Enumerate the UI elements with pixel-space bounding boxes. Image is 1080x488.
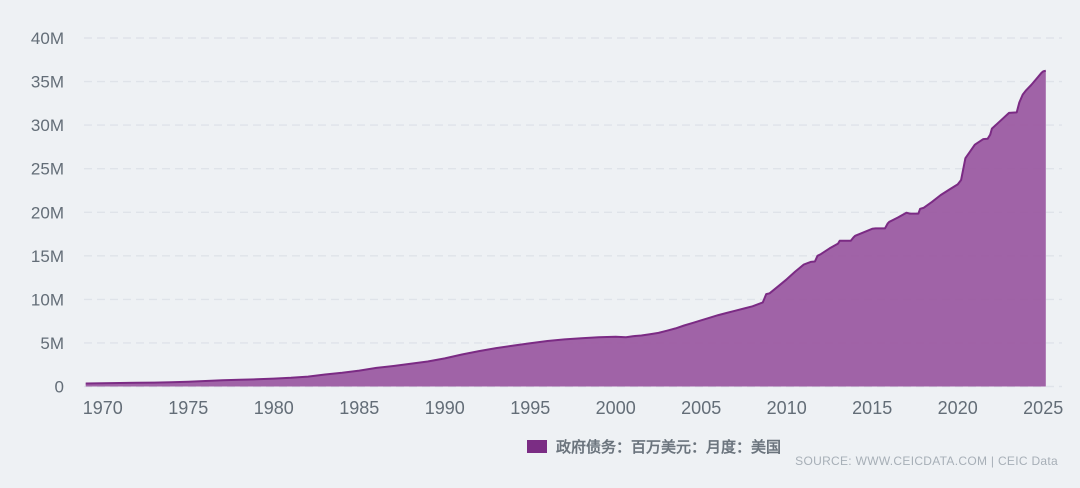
y-axis-tick-label: 0: [55, 378, 64, 397]
x-axis-tick-label: 1975: [168, 398, 208, 418]
x-axis-tick-label: 2025: [1023, 398, 1063, 418]
x-axis-tick-label: 2010: [767, 398, 807, 418]
y-axis-tick-label: 30M: [31, 116, 64, 135]
legend-swatch: [527, 440, 547, 453]
x-axis-tick-label: 2020: [938, 398, 978, 418]
y-axis-tick-label: 5M: [40, 334, 64, 353]
y-axis-tick-label: 25M: [31, 160, 64, 179]
x-axis-tick-label: 1990: [425, 398, 465, 418]
y-axis-tick-label: 10M: [31, 290, 64, 309]
x-axis-tick-label: 2005: [681, 398, 721, 418]
debt-area-fill: [85, 70, 1046, 387]
x-axis-tick-label: 1985: [339, 398, 379, 418]
x-axis-tick-label: 1995: [510, 398, 550, 418]
legend-label: 政府债务：百万美元：月度：美国: [556, 439, 782, 456]
x-axis-tick-label: 1980: [254, 398, 294, 418]
debt-line: [85, 69, 1047, 385]
y-axis-tick-label: 20M: [31, 203, 64, 222]
y-axis-tick-label: 40M: [31, 29, 64, 48]
legend: 政府债务：百万美元：月度：美国: [527, 436, 781, 457]
y-axis-tick-label: 35M: [31, 73, 64, 92]
source-credit: SOURCE: WWW.CEICDATA.COM | CEIC Data: [795, 454, 1058, 468]
y-axis-tick-label: 15M: [31, 247, 64, 266]
x-axis-tick-label: 2015: [852, 398, 892, 418]
x-axis-tick-label: 2000: [596, 398, 636, 418]
x-axis-tick-label: 1970: [83, 398, 123, 418]
